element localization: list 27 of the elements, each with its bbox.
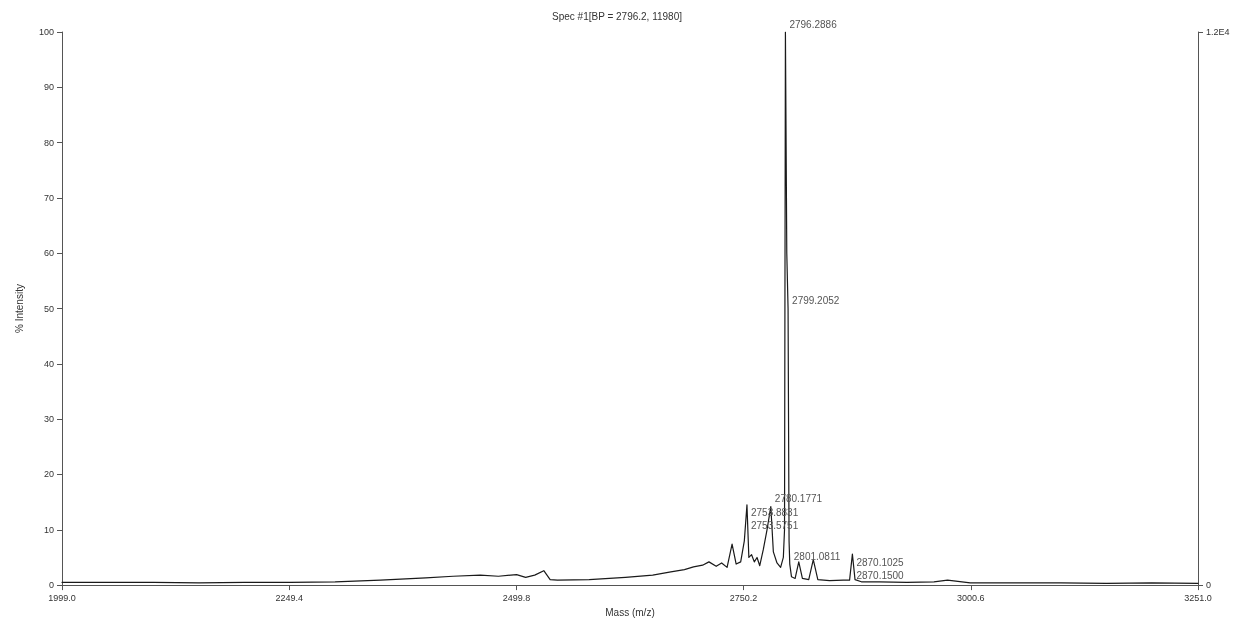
x-tick-label: 2249.4 — [275, 592, 303, 603]
x-tick-label: 2499.8 — [502, 592, 531, 603]
y-tick-label: 10 — [43, 524, 54, 535]
y2-tick-label: 0 — [1206, 580, 1212, 591]
chart-title: Spec #1[BP = 2796.2, 11980] — [551, 10, 683, 22]
x-tick-label: 1999.0 — [48, 592, 76, 603]
x-tick-label: 2750.2 — [729, 592, 758, 603]
y-tick-label: 20 — [43, 469, 54, 480]
y-axis-title: % Intensity — [13, 284, 25, 334]
annotation: 2870.1500 — [856, 569, 905, 581]
x-tick-label: 3251.0 — [1184, 592, 1212, 603]
y-tick-label: 70 — [43, 192, 54, 203]
y-tick-label: 0 — [48, 580, 54, 591]
annotation: 2801.0811 — [793, 550, 841, 562]
y-tick-label: 60 — [43, 248, 54, 259]
y-tick-label: 80 — [43, 137, 54, 148]
y-tick-label: 90 — [43, 82, 54, 93]
y-tick-label: 30 — [43, 414, 54, 425]
y-tick-label: 40 — [43, 358, 54, 369]
annotation: 2870.1025 — [856, 556, 905, 568]
y-tick-label: 50 — [43, 303, 54, 314]
x-axis-title: Mass (m/z) — [605, 606, 655, 618]
y2-tick-label: 1.2E4 — [1206, 27, 1230, 37]
annotation: 2799.2052 — [792, 295, 840, 307]
annotation: 2796.2886 — [789, 18, 838, 30]
y-tick-label: 100 — [38, 27, 54, 37]
x-tick-label: 3000.6 — [957, 592, 985, 603]
